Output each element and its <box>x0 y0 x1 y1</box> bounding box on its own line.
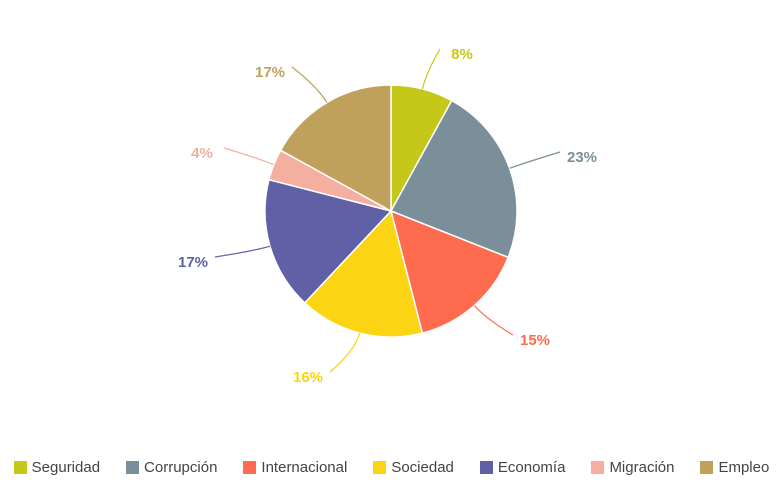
legend-item[interactable]: Seguridad <box>13 458 101 476</box>
data-labels: 8% 23% 15% 16% 17% 4% 17% <box>178 46 597 386</box>
pie-slice-internacional[interactable] <box>389 209 510 334</box>
leader-lines <box>214 48 561 373</box>
leader-line <box>509 151 561 169</box>
legend-item[interactable]: Migración <box>591 459 674 476</box>
legend-swatch <box>13 460 27 474</box>
legend-item[interactable]: Empleo <box>700 459 769 476</box>
legend-item[interactable]: Sociedad <box>373 459 454 476</box>
legend-swatch <box>591 460 605 474</box>
data-label: 17% <box>255 64 285 81</box>
leader-line <box>291 66 328 103</box>
legend-item[interactable]: Internacional <box>243 459 347 476</box>
leader-line <box>223 147 275 166</box>
chart-legend: Seguridad Corrupción Internacional Sociedad… <box>0 456 783 478</box>
legend-label: Empleo <box>718 458 770 476</box>
pie-slice-economia[interactable] <box>264 178 393 304</box>
legend-item[interactable]: Corrupción <box>126 459 217 476</box>
legend-swatch <box>243 460 257 474</box>
legend-label: Economía <box>497 458 566 476</box>
data-label: 15% <box>520 332 550 349</box>
legend-label: Migración <box>609 458 675 476</box>
leader-line <box>473 305 514 336</box>
legend-label: Sociedad <box>391 458 454 476</box>
pie-slice-sociedad[interactable] <box>303 209 424 338</box>
legend-item[interactable]: Economía <box>479 458 566 476</box>
pie-slice-empleo[interactable] <box>279 84 392 213</box>
leader-line <box>214 245 271 258</box>
legend-label: Internacional <box>261 458 348 476</box>
leader-line <box>329 332 361 373</box>
legend-swatch <box>126 460 140 474</box>
pie-chart: 8% 23% 15% 16% 17% 4% 17% <box>178 46 597 386</box>
leader-line <box>421 48 441 90</box>
legend-label: Seguridad <box>31 458 101 476</box>
legend-swatch <box>479 460 493 474</box>
legend-swatch <box>373 460 387 474</box>
data-label: 8% <box>451 46 473 63</box>
legend-swatch <box>700 460 714 474</box>
data-label: 4% <box>191 145 213 162</box>
pie-slices <box>264 84 518 338</box>
data-label: 23% <box>567 149 597 166</box>
data-label: 16% <box>293 369 323 386</box>
legend-label: Corrupción <box>144 458 218 476</box>
data-label: 17% <box>178 254 208 271</box>
